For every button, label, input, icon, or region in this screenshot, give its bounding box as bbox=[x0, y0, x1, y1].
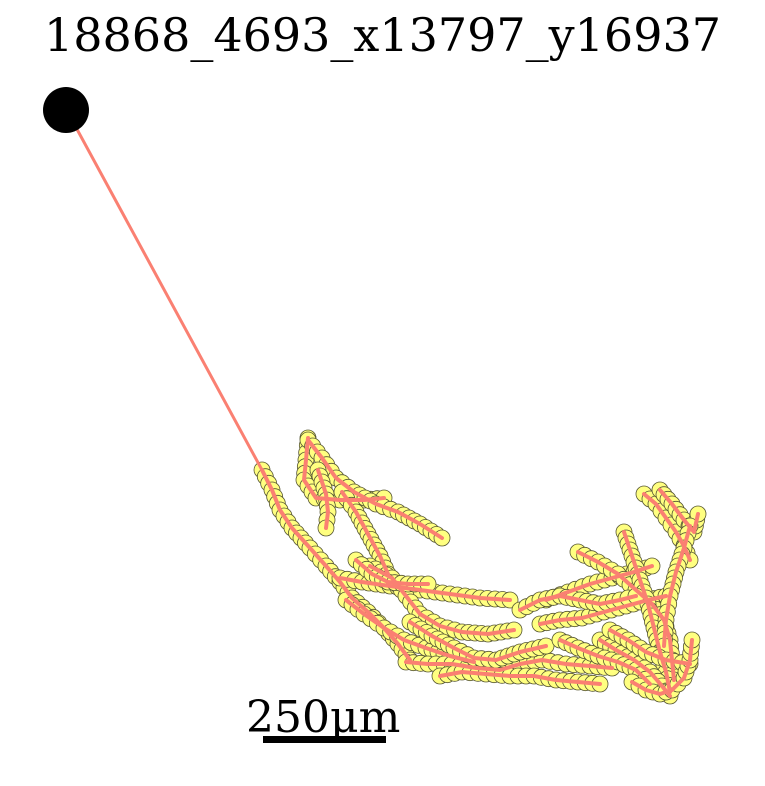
branch-path-18 bbox=[598, 638, 672, 698]
branch-path-4 bbox=[340, 490, 390, 576]
branch-paths bbox=[260, 436, 700, 698]
branch-path-5 bbox=[338, 576, 512, 602]
figure-title: 18868_4693_x13797_y16937 bbox=[44, 8, 721, 62]
branch-path-13 bbox=[576, 550, 676, 682]
branch-path-21 bbox=[558, 638, 652, 686]
scale-bar-label: 250μm bbox=[246, 692, 401, 743]
branch-path-23 bbox=[354, 558, 430, 586]
axon-trunk bbox=[64, 107, 264, 472]
branch-path-10 bbox=[408, 620, 548, 662]
branch-path-17 bbox=[662, 524, 692, 648]
branch-path-1 bbox=[302, 436, 386, 502]
scale-bar bbox=[263, 736, 386, 743]
branch-path-16 bbox=[658, 488, 700, 534]
branch-path-2 bbox=[306, 438, 444, 540]
branch-path-14 bbox=[622, 530, 672, 694]
branch-path-8 bbox=[404, 658, 614, 672]
branch-path-19 bbox=[608, 628, 692, 666]
branch-path-22 bbox=[630, 638, 694, 696]
branch-path-9 bbox=[438, 670, 602, 686]
branch-path-6 bbox=[344, 598, 476, 664]
branch-path-20 bbox=[518, 594, 638, 612]
branch-path-3 bbox=[316, 468, 330, 530]
soma-marker bbox=[43, 87, 89, 133]
